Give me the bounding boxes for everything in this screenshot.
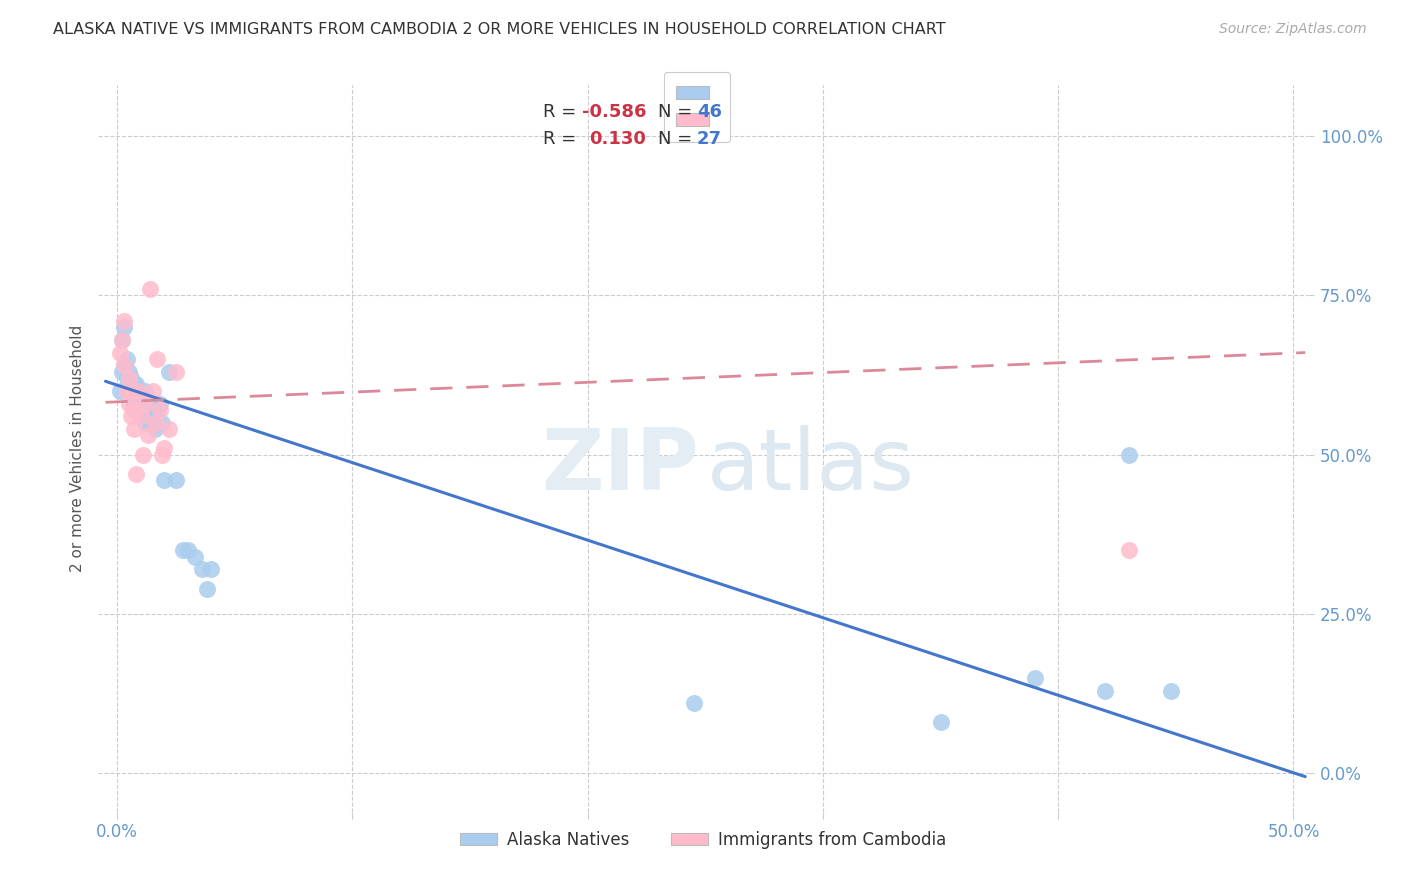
Text: atlas: atlas [707, 425, 915, 508]
Point [122, 377, 145, 392]
Text: R =: R = [543, 130, 588, 148]
Point [146, 403, 169, 417]
Point [112, 359, 135, 373]
Point [172, 543, 194, 558]
Point [149, 396, 172, 410]
Point [1118, 448, 1140, 462]
Point [127, 384, 149, 398]
Point [139, 282, 162, 296]
Point [129, 403, 152, 417]
Point [118, 384, 141, 398]
Point [112, 320, 135, 334]
Point [141, 384, 163, 398]
Point [132, 403, 155, 417]
Point [191, 562, 214, 576]
Point [165, 365, 187, 379]
Point [146, 351, 169, 366]
Legend: Alaska Natives, Immigrants from Cambodia: Alaska Natives, Immigrants from Cambodia [454, 824, 952, 855]
Point [122, 384, 145, 398]
Point [120, 384, 142, 398]
Point [125, 377, 148, 392]
Point [108, 384, 131, 398]
Text: R =: R = [543, 103, 582, 121]
Text: N =: N = [658, 130, 699, 148]
Point [127, 396, 149, 410]
Point [136, 409, 159, 424]
Point [136, 428, 159, 442]
Point [141, 409, 163, 424]
Point [125, 467, 148, 481]
Point [1118, 543, 1140, 558]
Text: 27: 27 [697, 130, 721, 148]
Point [682, 696, 704, 710]
Text: N =: N = [658, 103, 699, 121]
Point [165, 473, 187, 487]
Point [153, 442, 176, 455]
Point [120, 384, 142, 398]
Point [111, 365, 134, 379]
Point [149, 403, 172, 417]
Point [112, 359, 135, 373]
Point [929, 715, 952, 730]
Point [134, 384, 156, 398]
Point [136, 396, 159, 410]
Point [111, 333, 134, 347]
Point [134, 416, 156, 430]
Point [150, 448, 173, 462]
Point [120, 371, 142, 385]
Point [129, 390, 152, 404]
Point [200, 562, 222, 576]
Point [153, 473, 176, 487]
Point [111, 333, 134, 347]
Point [132, 448, 155, 462]
Point [1024, 671, 1046, 685]
Point [143, 416, 166, 430]
Point [157, 365, 180, 379]
Point [108, 345, 131, 359]
Text: ZIP: ZIP [541, 425, 699, 508]
Point [129, 409, 152, 424]
Y-axis label: 2 or more Vehicles in Household: 2 or more Vehicles in Household [70, 325, 86, 572]
Point [115, 351, 138, 366]
Point [115, 384, 138, 398]
Point [125, 390, 148, 404]
Point [184, 549, 207, 564]
Point [195, 582, 218, 596]
Point [127, 384, 149, 398]
Point [139, 416, 162, 430]
Point [157, 422, 180, 436]
Text: ALASKA NATIVE VS IMMIGRANTS FROM CAMBODIA 2 OR MORE VEHICLES IN HOUSEHOLD CORREL: ALASKA NATIVE VS IMMIGRANTS FROM CAMBODI… [53, 22, 946, 37]
Point [112, 314, 135, 328]
Text: -0.586: -0.586 [582, 103, 647, 121]
Point [1094, 683, 1116, 698]
Point [177, 543, 200, 558]
Point [122, 403, 145, 417]
Point [134, 396, 156, 410]
Text: Source: ZipAtlas.com: Source: ZipAtlas.com [1219, 22, 1367, 37]
Text: 0.130: 0.130 [589, 130, 647, 148]
Point [120, 409, 142, 424]
Point [118, 365, 141, 379]
Point [118, 396, 141, 410]
Point [122, 422, 145, 436]
Point [143, 422, 166, 436]
Text: 46: 46 [697, 103, 721, 121]
Point [150, 416, 173, 430]
Point [118, 371, 141, 385]
Point [122, 396, 145, 410]
Point [1160, 683, 1182, 698]
Point [115, 371, 138, 385]
